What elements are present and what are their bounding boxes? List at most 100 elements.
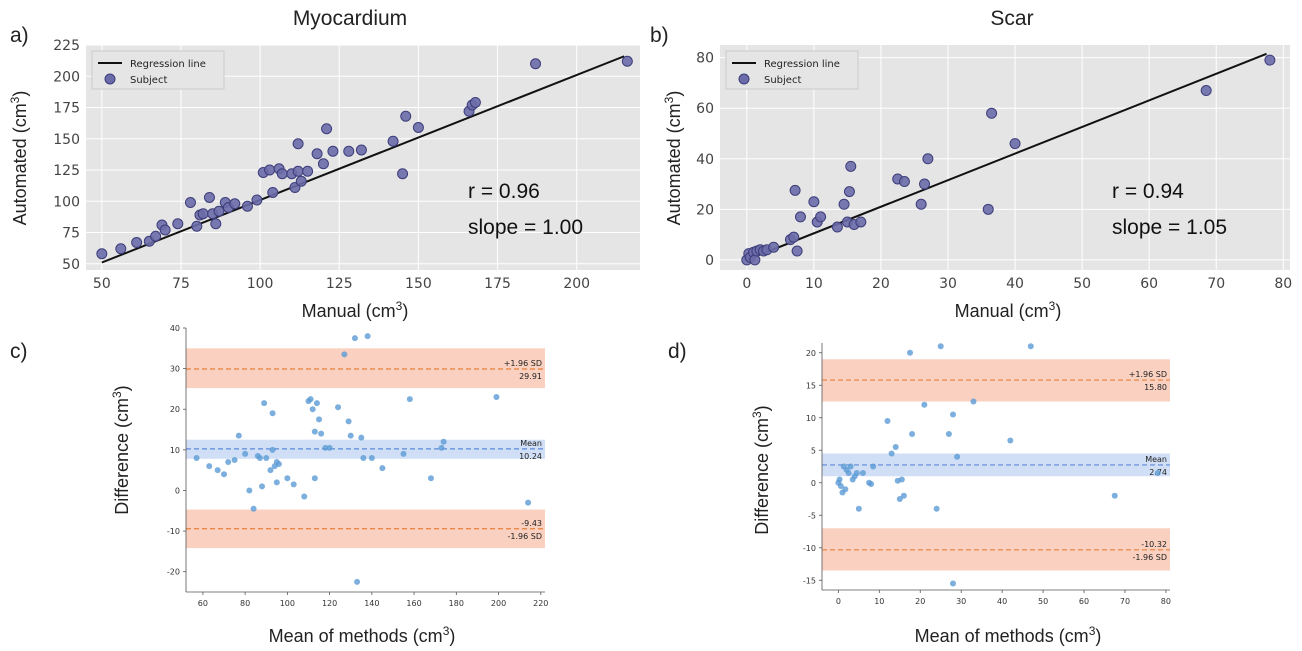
legend-label-regression: Regression line (130, 59, 206, 70)
data-point (970, 398, 977, 405)
data-point (859, 470, 866, 476)
y-tick-label: 40 (696, 152, 714, 168)
x-tick-label: 200 (563, 276, 590, 292)
data-point (172, 218, 184, 230)
legend-label-subject: Subject (130, 75, 167, 86)
data-point (400, 450, 407, 457)
data-point (292, 138, 304, 150)
y-tick-label: 125 (53, 163, 80, 179)
data-point (250, 505, 257, 512)
data-point (213, 205, 225, 217)
stat-r: r = 0.94 (1112, 180, 1184, 203)
data-point (898, 476, 905, 483)
data-point (307, 396, 314, 403)
data-point (855, 216, 867, 228)
data-point (150, 230, 162, 242)
data-point (267, 467, 274, 474)
data-point (264, 164, 276, 176)
upper-sd-label-bottom: 29.91 (519, 372, 542, 381)
x-axis-label: Manual (cm3) (955, 299, 1062, 321)
data-point (1009, 138, 1021, 150)
panel-a: a) Myocardium 50 75 100 125 150 175 200 50 75 100 12… (8, 7, 640, 321)
data-point (360, 454, 367, 461)
y-tick-label: -10 (167, 527, 180, 536)
x-tick-label: 150 (405, 276, 432, 292)
data-point (221, 471, 228, 478)
y-tick-label: 20 (696, 202, 714, 218)
data-point (231, 457, 238, 463)
x-tick-label: 50 (1038, 597, 1048, 606)
x-tick-label: 50 (93, 276, 111, 292)
data-point (1154, 470, 1161, 476)
x-tick-label: 180 (449, 599, 464, 608)
data-point (1007, 437, 1014, 444)
data-point (768, 241, 780, 253)
data-point (427, 475, 434, 482)
upper-sd-band (186, 348, 545, 389)
data-point (440, 438, 447, 445)
data-point (937, 343, 944, 350)
data-point (96, 248, 108, 260)
data-point (921, 401, 928, 408)
data-point (493, 394, 500, 401)
data-point (438, 444, 445, 451)
x-tick-label: 80 (240, 599, 250, 608)
data-point (986, 107, 998, 119)
data-point (406, 396, 413, 403)
x-tick-label: 80 (1274, 276, 1292, 292)
data-point (397, 168, 409, 180)
data-point (354, 578, 361, 585)
data-point (321, 123, 333, 135)
data-point (853, 470, 860, 476)
panel-letter: b) (650, 24, 669, 47)
x-tick-label: 125 (326, 276, 353, 292)
data-point (379, 465, 386, 472)
data-point (855, 505, 862, 512)
data-point (368, 454, 375, 461)
mean-label-top: Mean (1145, 455, 1167, 464)
x-tick-label: 0 (742, 276, 751, 292)
data-point (945, 431, 952, 437)
x-tick-label: 10 (874, 597, 884, 606)
data-point (469, 97, 481, 108)
x-tick-label: 0 (836, 597, 841, 606)
x-tick-label: 75 (172, 276, 190, 292)
data-point (1200, 85, 1212, 97)
mean-band (822, 453, 1170, 477)
data-point (909, 431, 916, 437)
data-point (263, 454, 270, 461)
data-point (311, 148, 323, 160)
y-tick-label: 60 (696, 101, 714, 117)
data-point (837, 483, 844, 489)
data-point (919, 178, 931, 190)
data-point (896, 496, 903, 502)
data-point (621, 55, 633, 67)
data-point (292, 165, 304, 177)
data-point (950, 580, 957, 587)
mean-label-top: Mean (520, 439, 542, 448)
x-tick-label: 60 (198, 599, 208, 608)
x-tick-label: 70 (1207, 276, 1225, 292)
x-tick-label: 30 (956, 597, 966, 606)
x-tick-label: 60 (1140, 276, 1158, 292)
data-point (845, 160, 857, 172)
data-point (868, 481, 875, 488)
data-point (242, 450, 249, 457)
data-point (884, 418, 891, 424)
panel-b: b) Scar 0 10 20 30 40 50 60 70 80 0 20 40 60 80 Regressi… (650, 7, 1292, 321)
data-point (838, 198, 850, 210)
lower-sd-label-bottom: -1.96 SD (1133, 553, 1167, 562)
y-tick-label: 80 (696, 51, 714, 67)
data-point (317, 158, 329, 170)
data-point (347, 432, 354, 439)
y-tick-label: 50 (62, 257, 80, 273)
data-point (313, 400, 320, 407)
data-point (1111, 492, 1118, 499)
data-point (311, 475, 318, 482)
data-point (269, 410, 276, 417)
y-tick-label: -5 (808, 511, 816, 520)
x-axis-label: Manual (cm3) (302, 299, 409, 321)
y-tick-label: -20 (167, 568, 180, 577)
data-point (193, 454, 200, 461)
